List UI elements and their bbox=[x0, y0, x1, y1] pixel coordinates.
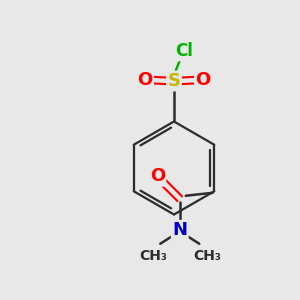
Text: N: N bbox=[172, 221, 187, 239]
Text: Cl: Cl bbox=[176, 42, 194, 60]
Text: CH₃: CH₃ bbox=[139, 249, 167, 263]
Text: O: O bbox=[137, 71, 152, 89]
Text: S: S bbox=[167, 72, 181, 90]
Text: O: O bbox=[150, 167, 165, 185]
Text: CH₃: CH₃ bbox=[193, 249, 221, 263]
Text: O: O bbox=[196, 71, 211, 89]
